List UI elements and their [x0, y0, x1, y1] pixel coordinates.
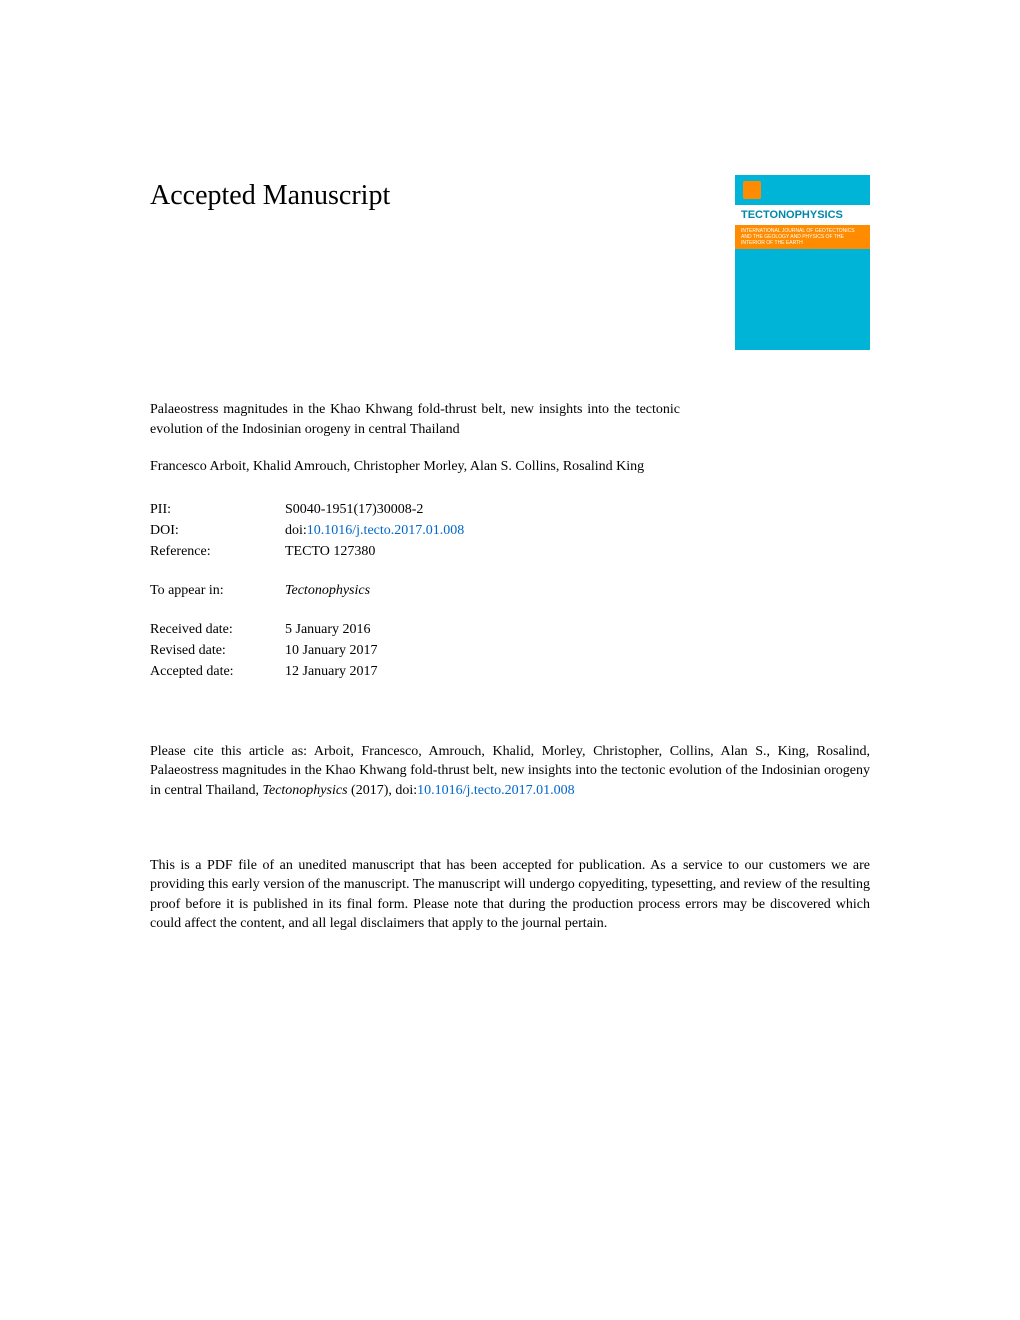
elsevier-logo-icon — [743, 181, 761, 199]
accepted-value: 12 January 2017 — [285, 661, 870, 682]
revised-value: 10 January 2017 — [285, 640, 870, 661]
received-value: 5 January 2016 — [285, 619, 870, 640]
journal-subtitle: INTERNATIONAL JOURNAL OF GEOTECTONICS AN… — [735, 225, 870, 249]
journal-name: TECTONOPHYSICS — [735, 205, 870, 225]
reference-label: Reference: — [150, 541, 285, 562]
doi-value: doi:10.1016/j.tecto.2017.01.008 — [285, 520, 870, 541]
doi-prefix: doi: — [285, 523, 307, 538]
reference-row: Reference: TECTO 127380 — [150, 541, 870, 562]
appear-label: To appear in: — [150, 580, 285, 601]
revised-label: Revised date: — [150, 640, 285, 661]
citation-part2: (2017), doi: — [348, 783, 418, 798]
authors-list: Francesco Arboit, Khalid Amrouch, Christ… — [150, 457, 680, 477]
appear-value: Tectonophysics — [285, 580, 870, 601]
page-title: Accepted Manuscript — [150, 180, 390, 212]
article-title: Palaeostress magnitudes in the Khao Khwa… — [150, 400, 680, 439]
manuscript-page: Accepted Manuscript TECTONOPHYSICS INTER… — [0, 0, 1020, 934]
accepted-label: Accepted date: — [150, 661, 285, 682]
received-row: Received date: 5 January 2016 — [150, 619, 870, 640]
revised-row: Revised date: 10 January 2017 — [150, 640, 870, 661]
citation-doi-link[interactable]: 10.1016/j.tecto.2017.01.008 — [417, 783, 575, 798]
metadata-table: PII: S0040-1951(17)30008-2 DOI: doi:10.1… — [150, 499, 870, 682]
doi-link[interactable]: 10.1016/j.tecto.2017.01.008 — [307, 523, 465, 538]
received-label: Received date: — [150, 619, 285, 640]
disclaimer-text: This is a PDF file of an unedited manusc… — [150, 856, 870, 934]
pii-value: S0040-1951(17)30008-2 — [285, 499, 870, 520]
cover-header — [735, 175, 870, 205]
header-row: Accepted Manuscript TECTONOPHYSICS INTER… — [150, 180, 870, 350]
doi-label: DOI: — [150, 520, 285, 541]
doi-row: DOI: doi:10.1016/j.tecto.2017.01.008 — [150, 520, 870, 541]
journal-cover: TECTONOPHYSICS INTERNATIONAL JOURNAL OF … — [735, 175, 870, 350]
reference-value: TECTO 127380 — [285, 541, 870, 562]
pii-row: PII: S0040-1951(17)30008-2 — [150, 499, 870, 520]
accepted-row: Accepted date: 12 January 2017 — [150, 661, 870, 682]
pii-label: PII: — [150, 499, 285, 520]
citation-text: Please cite this article as: Arboit, Fra… — [150, 742, 870, 801]
citation-journal: Tectonophysics — [262, 783, 347, 798]
appear-row: To appear in: Tectonophysics — [150, 580, 870, 601]
